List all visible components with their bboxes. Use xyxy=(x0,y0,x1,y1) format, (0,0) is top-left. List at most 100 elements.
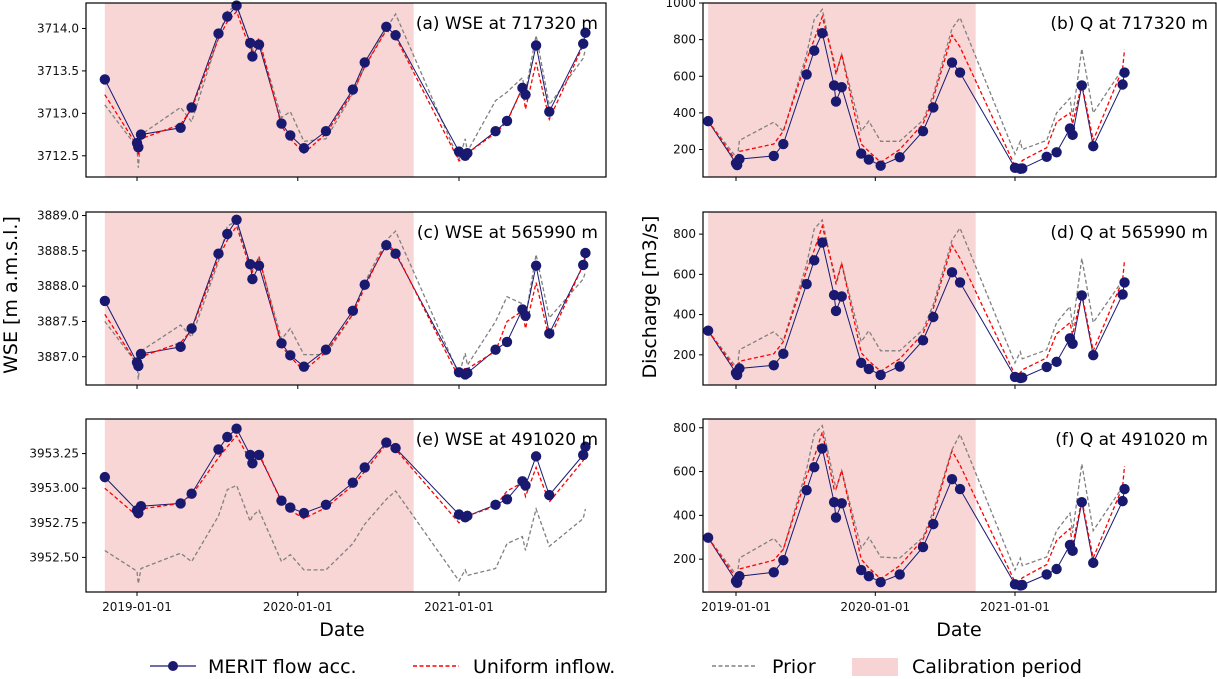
data-point-merit xyxy=(1041,569,1052,580)
panel-title: (b) Q at 717320 m xyxy=(1050,14,1208,34)
x-tick-label: 2019-01-01 xyxy=(701,600,771,614)
panel-title: (f) Q at 491020 m xyxy=(1055,430,1208,450)
series-line-uniform xyxy=(707,429,1126,584)
data-point-merit xyxy=(462,510,473,522)
data-point-merit xyxy=(175,341,186,353)
legend-label-prior: Prior xyxy=(772,656,816,678)
data-point-merit xyxy=(530,451,542,462)
data-point-merit xyxy=(1076,290,1087,301)
data-point-merit xyxy=(276,495,287,506)
data-point-merit xyxy=(578,259,589,271)
data-point-merit xyxy=(530,260,542,271)
data-point-merit xyxy=(801,69,812,80)
legend-label-calibration: Calibration period xyxy=(912,656,1082,678)
data-point-merit xyxy=(1051,356,1062,368)
data-point-merit xyxy=(222,228,233,240)
data-point-merit xyxy=(213,444,224,455)
panel-e: 3952.50 3952.75 3953.00 3953.25 2019-01-01 20… xyxy=(29,418,607,641)
data-point-merit xyxy=(276,118,287,129)
data-point-merit xyxy=(231,214,242,225)
data-point-merit xyxy=(917,541,929,553)
calibration-period-shade xyxy=(104,3,414,177)
data-point-merit xyxy=(544,489,555,501)
y-tick-label: 3887.0 xyxy=(37,350,79,364)
data-point-merit xyxy=(1076,80,1087,91)
data-point-merit xyxy=(1067,129,1078,141)
data-point-merit xyxy=(580,27,591,38)
data-point-merit xyxy=(830,305,842,317)
legend-marker-merit xyxy=(168,661,178,671)
data-point-merit xyxy=(213,28,224,39)
data-point-merit xyxy=(186,102,197,113)
data-point-merit xyxy=(231,0,242,11)
data-point-merit xyxy=(894,569,905,580)
data-point-merit xyxy=(359,462,370,473)
data-point-merit xyxy=(946,474,958,485)
data-point-merit xyxy=(855,148,867,159)
data-point-merit xyxy=(1117,495,1128,507)
data-point-merit xyxy=(381,21,392,32)
data-point-merit xyxy=(247,51,258,62)
data-point-merit xyxy=(490,499,501,511)
data-point-merit xyxy=(490,344,501,355)
data-point-merit xyxy=(809,255,820,266)
data-point-merit xyxy=(817,237,828,248)
axes-frame xyxy=(702,2,1217,178)
series-line-uniform xyxy=(707,14,1126,167)
y-tick-label: 800 xyxy=(673,227,696,241)
y-tick-label: 3952.75 xyxy=(29,516,79,530)
data-point-merit xyxy=(320,344,332,355)
data-point-merit xyxy=(347,477,359,488)
y-axis-label-discharge: Discharge [m3/s] xyxy=(639,216,661,379)
data-point-merit xyxy=(855,564,867,576)
data-point-merit xyxy=(359,279,370,290)
data-point-merit xyxy=(544,328,555,339)
y-tick-label: 3889.0 xyxy=(37,209,79,223)
y-tick-label: 600 xyxy=(673,69,696,83)
data-point-merit xyxy=(578,38,589,49)
data-point-merit xyxy=(768,360,779,371)
y-tick-label: 3714.0 xyxy=(37,21,79,35)
data-point-merit xyxy=(1119,483,1130,495)
data-point-merit xyxy=(1117,289,1128,300)
data-point-merit xyxy=(186,488,197,499)
data-point-merit xyxy=(817,443,828,454)
data-point-merit xyxy=(544,106,555,117)
data-point-merit xyxy=(245,449,256,461)
data-point-merit xyxy=(1051,563,1062,575)
data-point-merit xyxy=(99,471,111,483)
legend-swatch-calibration xyxy=(852,658,898,676)
panel-title: (d) Q at 565990 m xyxy=(1050,223,1208,243)
data-point-merit xyxy=(580,441,591,452)
data-point-merit xyxy=(253,260,265,271)
x-axis-label: Date xyxy=(936,619,981,641)
data-point-merit xyxy=(863,363,875,375)
data-point-merit xyxy=(1088,141,1099,152)
data-point-merit xyxy=(875,369,886,381)
x-tick-label: 2020-01-01 xyxy=(263,600,333,614)
data-point-merit xyxy=(809,461,820,473)
data-point-merit xyxy=(298,507,310,519)
series-line-uniform xyxy=(707,223,1126,376)
axes-frame xyxy=(85,418,607,593)
data-point-merit xyxy=(520,89,531,100)
data-point-merit xyxy=(1041,361,1052,373)
y-tick-label: 800 xyxy=(673,421,696,435)
data-point-merit xyxy=(928,102,939,113)
data-point-merit xyxy=(520,480,531,491)
y-tick-label: 3953.25 xyxy=(29,447,79,461)
y-tick-label: 3888.0 xyxy=(37,279,79,293)
panel-a: 3712.5 3713.0 3713.5 3714.0 (a) WSE at 71732… xyxy=(37,0,607,181)
data-point-merit xyxy=(247,273,258,285)
data-point-merit xyxy=(894,152,905,163)
data-point-merit xyxy=(954,67,966,78)
data-point-merit xyxy=(778,348,789,360)
data-point-merit xyxy=(462,148,473,159)
data-point-merit xyxy=(778,555,789,566)
data-point-merit xyxy=(1017,163,1028,174)
panel-title: (c) WSE at 565990 m xyxy=(417,223,598,243)
data-point-merit xyxy=(702,115,714,127)
data-point-merit xyxy=(928,518,939,530)
data-point-merit xyxy=(855,357,867,369)
